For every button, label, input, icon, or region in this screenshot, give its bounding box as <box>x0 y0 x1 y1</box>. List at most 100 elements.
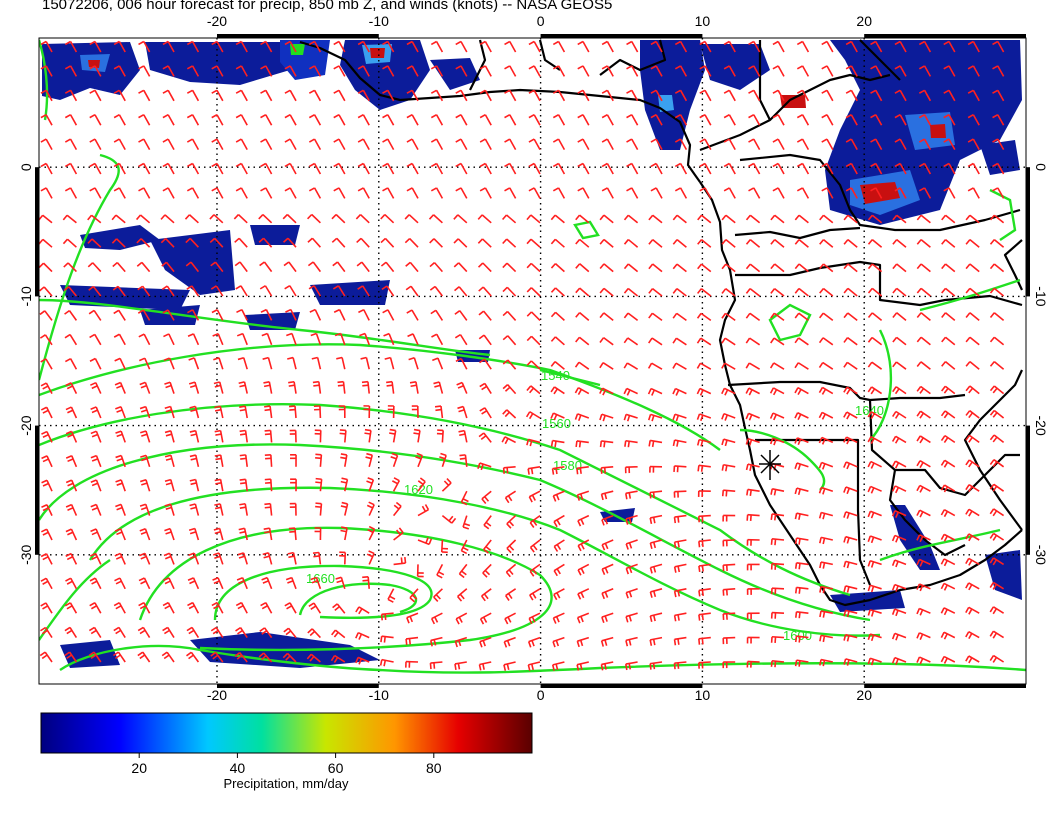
frame-segment <box>864 34 1026 38</box>
wind-barb <box>186 285 200 297</box>
wind-barb <box>722 636 736 645</box>
wind-barb <box>894 162 907 175</box>
wind-barb <box>623 287 639 297</box>
wind-barb <box>992 40 1005 53</box>
wind-barb <box>357 40 370 53</box>
wind-barb <box>965 557 980 566</box>
wind-barb <box>113 65 126 77</box>
wind-barb <box>504 89 517 102</box>
wind-barb <box>891 410 907 419</box>
wind-barb <box>315 502 323 516</box>
wind-barb <box>39 238 53 248</box>
wind-barb <box>89 357 102 370</box>
wind-barb <box>843 287 858 297</box>
wind-barb <box>989 581 1005 590</box>
wind-barb <box>284 187 297 199</box>
wind-barb <box>113 40 126 53</box>
wind-barb <box>989 385 1005 395</box>
wind-barb <box>626 65 639 77</box>
wind-barb <box>89 602 102 614</box>
wind-barb <box>748 65 761 77</box>
wind-barb <box>770 287 785 297</box>
wind-barb <box>189 503 200 516</box>
wind-barb <box>697 263 712 273</box>
wind-barb <box>770 587 785 595</box>
wind-barb <box>478 286 492 297</box>
wind-barb <box>308 285 322 297</box>
wind-barb <box>674 65 688 77</box>
wind-barb <box>526 438 541 447</box>
wind-barb <box>137 626 151 639</box>
wind-barb <box>433 588 443 602</box>
wind-barb <box>189 405 200 419</box>
wind-barb <box>64 138 78 150</box>
wind-barb <box>163 357 175 370</box>
wind-barb <box>453 238 468 248</box>
wind-barb <box>600 661 614 671</box>
wind-barb <box>575 263 590 273</box>
wind-barb <box>288 405 297 419</box>
wind-barb <box>648 312 663 322</box>
wind-barb <box>943 138 956 150</box>
wind-barb <box>772 114 785 126</box>
wind-barb <box>916 656 931 665</box>
wind-barb <box>623 413 638 422</box>
wind-barb <box>239 405 248 419</box>
wind-barb <box>746 588 760 595</box>
wind-barb <box>623 337 639 346</box>
wind-barb <box>526 385 541 395</box>
lon-ticks-top: -20 -10 0 10 20 <box>207 13 872 29</box>
wind-barb <box>284 285 297 297</box>
wind-barb <box>600 466 614 474</box>
wind-barb <box>870 138 883 150</box>
wind-barb <box>235 89 248 102</box>
wind-barb <box>440 539 448 554</box>
wind-barb <box>941 263 956 273</box>
lat-tick-label: 0 <box>18 163 34 171</box>
wind-barb <box>89 65 102 77</box>
wind-barb <box>748 40 761 53</box>
wind-barb <box>746 513 760 521</box>
wind-barb <box>428 214 443 224</box>
wind-barb <box>430 89 444 102</box>
wind-barb <box>382 114 395 126</box>
wind-barb <box>674 40 688 53</box>
wind-barb <box>138 40 151 53</box>
wind-barb <box>528 162 541 175</box>
wind-barb <box>916 435 931 444</box>
wind-barb <box>989 532 1005 541</box>
wind-barb <box>90 454 102 468</box>
wind-barb <box>417 477 426 492</box>
wind-barb <box>623 238 639 248</box>
wind-barb <box>260 40 273 53</box>
wind-barb <box>340 477 349 492</box>
wind-barb <box>696 413 712 422</box>
wind-barb <box>113 309 126 321</box>
wind-barb <box>210 651 224 663</box>
wind-barb <box>965 385 980 395</box>
colorbar-label: Precipitation, mm/day <box>223 776 349 791</box>
wind-barb <box>818 312 834 322</box>
wind-barb <box>648 337 663 346</box>
frame-segment <box>35 167 39 297</box>
wind-barb <box>599 362 614 370</box>
wind-barb <box>770 562 785 570</box>
wind-barb <box>770 611 785 619</box>
wind-barb <box>553 539 565 552</box>
wind-barb <box>391 477 401 492</box>
wind-barb <box>796 187 810 199</box>
wind-barb <box>405 261 419 273</box>
wind-barb <box>162 40 175 53</box>
wind-barb <box>258 652 273 663</box>
wind-barb <box>989 238 1005 248</box>
wind-barb <box>965 263 980 273</box>
wind-barb <box>867 460 882 469</box>
wind-barb <box>430 138 444 150</box>
wind-barb <box>916 361 931 370</box>
wind-barb <box>916 509 931 518</box>
wind-barb <box>138 114 151 126</box>
wind-barb <box>260 138 273 150</box>
wind-barb <box>553 563 565 577</box>
wind-barb <box>162 601 175 614</box>
wind-barb <box>310 332 322 346</box>
